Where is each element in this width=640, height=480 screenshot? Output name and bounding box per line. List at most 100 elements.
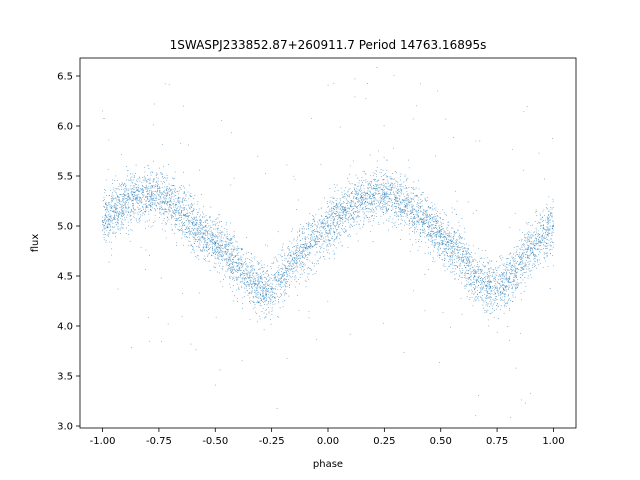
- scatter-point: [428, 220, 430, 222]
- scatter-point: [145, 196, 146, 198]
- scatter-point: [478, 260, 480, 262]
- scatter-point: [411, 217, 413, 219]
- scatter-point: [140, 214, 142, 216]
- scatter-point: [503, 284, 505, 286]
- scatter-point: [519, 249, 521, 251]
- scatter-point: [204, 240, 205, 242]
- scatter-point: [199, 239, 201, 241]
- scatter-point: [230, 275, 232, 277]
- scatter-point: [319, 220, 321, 222]
- scatter-point: [410, 227, 412, 229]
- scatter-point: [296, 265, 298, 267]
- scatter-point: [128, 234, 130, 235]
- scatter-point: [261, 295, 263, 297]
- scatter-point: [231, 291, 233, 293]
- scatter-point: [543, 232, 544, 234]
- scatter-point: [222, 237, 224, 239]
- scatter-point: [491, 260, 493, 262]
- scatter-point: [386, 187, 388, 189]
- scatter-point: [324, 218, 326, 220]
- scatter-point: [259, 292, 261, 294]
- scatter-point: [512, 301, 514, 302]
- scatter-point: [177, 205, 179, 207]
- scatter-point: [337, 215, 339, 217]
- scatter-point: [552, 229, 554, 231]
- scatter-point: [491, 293, 493, 295]
- scatter-point: [361, 202, 363, 203]
- scatter-point: [221, 239, 223, 241]
- scatter-point: [518, 263, 519, 265]
- scatter-point: [206, 239, 208, 241]
- scatter-point: [411, 212, 413, 214]
- scatter-point: [127, 196, 129, 197]
- scatter-point: [326, 221, 328, 223]
- scatter-point: [199, 208, 201, 210]
- scatter-point: [394, 202, 396, 204]
- scatter-point: [164, 211, 166, 212]
- scatter-point: [494, 298, 496, 300]
- scatter-point: [151, 185, 152, 187]
- scatter-point: [371, 224, 373, 226]
- scatter-point: [406, 194, 408, 196]
- scatter-point: [161, 202, 163, 204]
- scatter-point: [340, 214, 342, 216]
- scatter-point: [446, 226, 448, 228]
- scatter-point: [478, 269, 480, 271]
- scatter-point: [256, 294, 258, 296]
- scatter-point: [515, 367, 517, 369]
- scatter-point: [105, 201, 107, 203]
- scatter-point: [536, 233, 538, 235]
- scatter-point: [409, 197, 411, 199]
- scatter-point: [352, 226, 353, 227]
- scatter-point: [301, 252, 303, 254]
- scatter-point: [167, 217, 169, 219]
- scatter-point: [466, 295, 468, 297]
- scatter-point: [241, 278, 243, 280]
- scatter-point: [159, 167, 161, 169]
- scatter-point: [417, 204, 419, 206]
- scatter-point: [331, 200, 333, 202]
- scatter-point: [228, 257, 230, 259]
- scatter-point: [263, 312, 265, 314]
- scatter-point: [493, 278, 495, 280]
- scatter-point: [488, 285, 490, 287]
- scatter-point: [281, 259, 283, 261]
- scatter-point: [472, 245, 474, 247]
- scatter-point: [209, 224, 211, 226]
- scatter-point: [209, 233, 211, 235]
- scatter-point: [497, 267, 499, 269]
- scatter-point: [347, 246, 349, 248]
- scatter-point: [254, 277, 256, 279]
- scatter-point: [382, 186, 384, 188]
- scatter-point: [490, 282, 492, 283]
- scatter-point: [462, 261, 463, 263]
- scatter-point: [502, 284, 504, 286]
- scatter-point: [265, 277, 267, 279]
- scatter-point: [539, 233, 541, 235]
- scatter-point: [295, 254, 297, 256]
- scatter-point: [372, 188, 374, 190]
- scatter-point: [420, 202, 422, 204]
- scatter-point: [258, 291, 260, 293]
- scatter-point: [473, 292, 475, 294]
- scatter-point: [301, 247, 303, 249]
- scatter-point: [363, 185, 365, 187]
- scatter-point: [206, 241, 208, 243]
- scatter-point: [452, 227, 454, 229]
- scatter-point: [159, 209, 161, 211]
- scatter-point: [270, 282, 272, 284]
- scatter-point: [209, 244, 211, 246]
- scatter-point: [233, 177, 235, 179]
- scatter-point: [431, 242, 433, 244]
- scatter-point: [539, 242, 541, 244]
- scatter-point: [167, 194, 169, 196]
- scatter-point: [148, 178, 150, 180]
- scatter-point: [188, 240, 190, 242]
- scatter-point: [442, 241, 444, 243]
- scatter-point: [398, 207, 400, 208]
- scatter-point: [296, 247, 298, 249]
- scatter-point: [134, 192, 136, 193]
- scatter-point: [476, 266, 478, 268]
- scatter-point: [259, 315, 261, 317]
- scatter-point: [111, 248, 113, 250]
